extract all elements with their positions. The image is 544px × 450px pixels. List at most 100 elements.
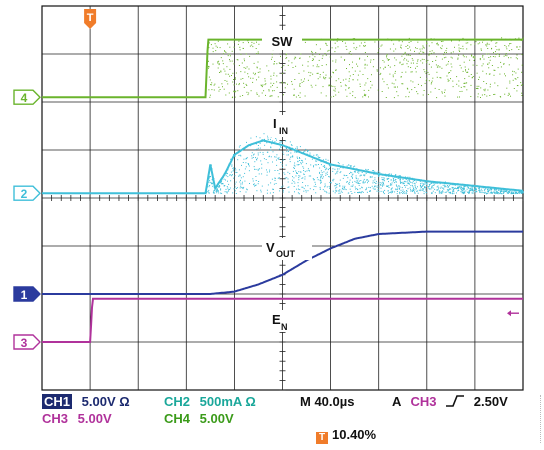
- trace-sample: [519, 46, 521, 48]
- trace-sample: [480, 192, 482, 194]
- trace-sample: [261, 185, 263, 187]
- trace-sample: [354, 170, 356, 172]
- trace-sample: [209, 185, 211, 186]
- trace-sample: [285, 82, 286, 84]
- trace-sample: [229, 75, 231, 77]
- trace-sample: [284, 177, 286, 179]
- trace-sample: [327, 159, 329, 161]
- trace-sample: [342, 167, 344, 169]
- trace-sample: [414, 180, 415, 181]
- trace-sample: [508, 64, 510, 66]
- trace-sample: [512, 191, 514, 193]
- trace-sample: [217, 62, 219, 64]
- trace-sample: [503, 63, 505, 65]
- trace-sample: [364, 174, 366, 176]
- trace-sample: [472, 189, 474, 191]
- trace-sample: [523, 37, 524, 39]
- trace-sample: [338, 78, 340, 80]
- trace-sample: [346, 165, 348, 167]
- trace-sample: [471, 188, 473, 190]
- trace-sample: [320, 92, 322, 94]
- trace-sample: [217, 190, 219, 192]
- trace-sample: [281, 81, 283, 83]
- trace-sample: [288, 154, 289, 156]
- trace-sample: [488, 67, 490, 69]
- trace-sample: [515, 72, 517, 74]
- trace-sample: [500, 189, 502, 191]
- trace-sample: [406, 190, 408, 192]
- trace-sample: [220, 70, 222, 72]
- trace-sample: [245, 191, 247, 193]
- trace-sample: [374, 186, 376, 188]
- trace-sample: [440, 191, 442, 193]
- trace-sample: [240, 78, 242, 80]
- trace-sample: [480, 97, 481, 98]
- trace-sample: [465, 190, 467, 192]
- trace-sample: [464, 192, 466, 194]
- trace-sample: [223, 172, 225, 174]
- trace-sample: [457, 58, 459, 60]
- trace-sample: [287, 181, 289, 183]
- trace-sample: [458, 80, 460, 82]
- trace-sample: [250, 137, 252, 139]
- trace-sample: [402, 183, 404, 185]
- trace-sample: [322, 177, 324, 179]
- trace-sample: [335, 80, 337, 82]
- trace-sample: [264, 84, 266, 86]
- trace-sample: [272, 192, 274, 194]
- trace-sample: [372, 182, 374, 184]
- trace-sample: [212, 185, 214, 187]
- trace-sample: [515, 78, 517, 80]
- trace-sample: [266, 142, 268, 144]
- trace-sample: [505, 189, 507, 190]
- trace-sample: [425, 80, 427, 82]
- trace-sample: [310, 84, 312, 86]
- trace-sample: [282, 185, 284, 187]
- trace-sample: [255, 48, 257, 49]
- trace-sample: [396, 185, 398, 187]
- trace-sample: [260, 191, 262, 193]
- trace-sample: [407, 44, 409, 46]
- trace-sample: [416, 62, 418, 64]
- trace-sample: [284, 69, 286, 71]
- trace-sample: [501, 37, 503, 39]
- trace-sample: [392, 180, 394, 182]
- trace-sample: [513, 192, 515, 194]
- trace-sample: [343, 174, 345, 176]
- trace-sample: [410, 80, 412, 82]
- trace-sample: [417, 59, 419, 61]
- trace-sample: [470, 44, 472, 46]
- trace-sample: [463, 192, 465, 194]
- trace-sample: [234, 167, 236, 169]
- trace-sample: [513, 88, 515, 89]
- trace-sample: [357, 189, 358, 190]
- trace-sample: [463, 185, 465, 187]
- trace-sample: [399, 177, 401, 179]
- trace-sample: [431, 82, 433, 84]
- trace-sample: [413, 62, 414, 64]
- trace-sample: [463, 61, 465, 63]
- trace-sample: [397, 95, 399, 97]
- trace-sample: [248, 92, 250, 94]
- trace-sample: [255, 168, 257, 170]
- trace-sample: [388, 59, 390, 60]
- trace-sample: [436, 56, 438, 58]
- ch3-marker: [13, 334, 41, 350]
- trace-sample: [468, 185, 470, 187]
- trace-sample: [493, 69, 495, 71]
- trace-sample: [425, 60, 427, 62]
- trace-sample: [324, 169, 326, 171]
- trace-sample: [232, 81, 234, 83]
- trace-sample: [507, 191, 509, 193]
- trace-sample: [371, 74, 372, 76]
- trigger-position-marker: [84, 9, 97, 29]
- trace-sample: [356, 180, 358, 182]
- trace-sample: [386, 174, 388, 176]
- trace-sample: [436, 183, 438, 184]
- trace-sample: [421, 182, 423, 184]
- trace-sample: [483, 192, 485, 194]
- trace-sample: [359, 191, 361, 193]
- trace-sample: [488, 190, 490, 192]
- trace-sample: [382, 182, 384, 184]
- trace-sample: [309, 170, 310, 172]
